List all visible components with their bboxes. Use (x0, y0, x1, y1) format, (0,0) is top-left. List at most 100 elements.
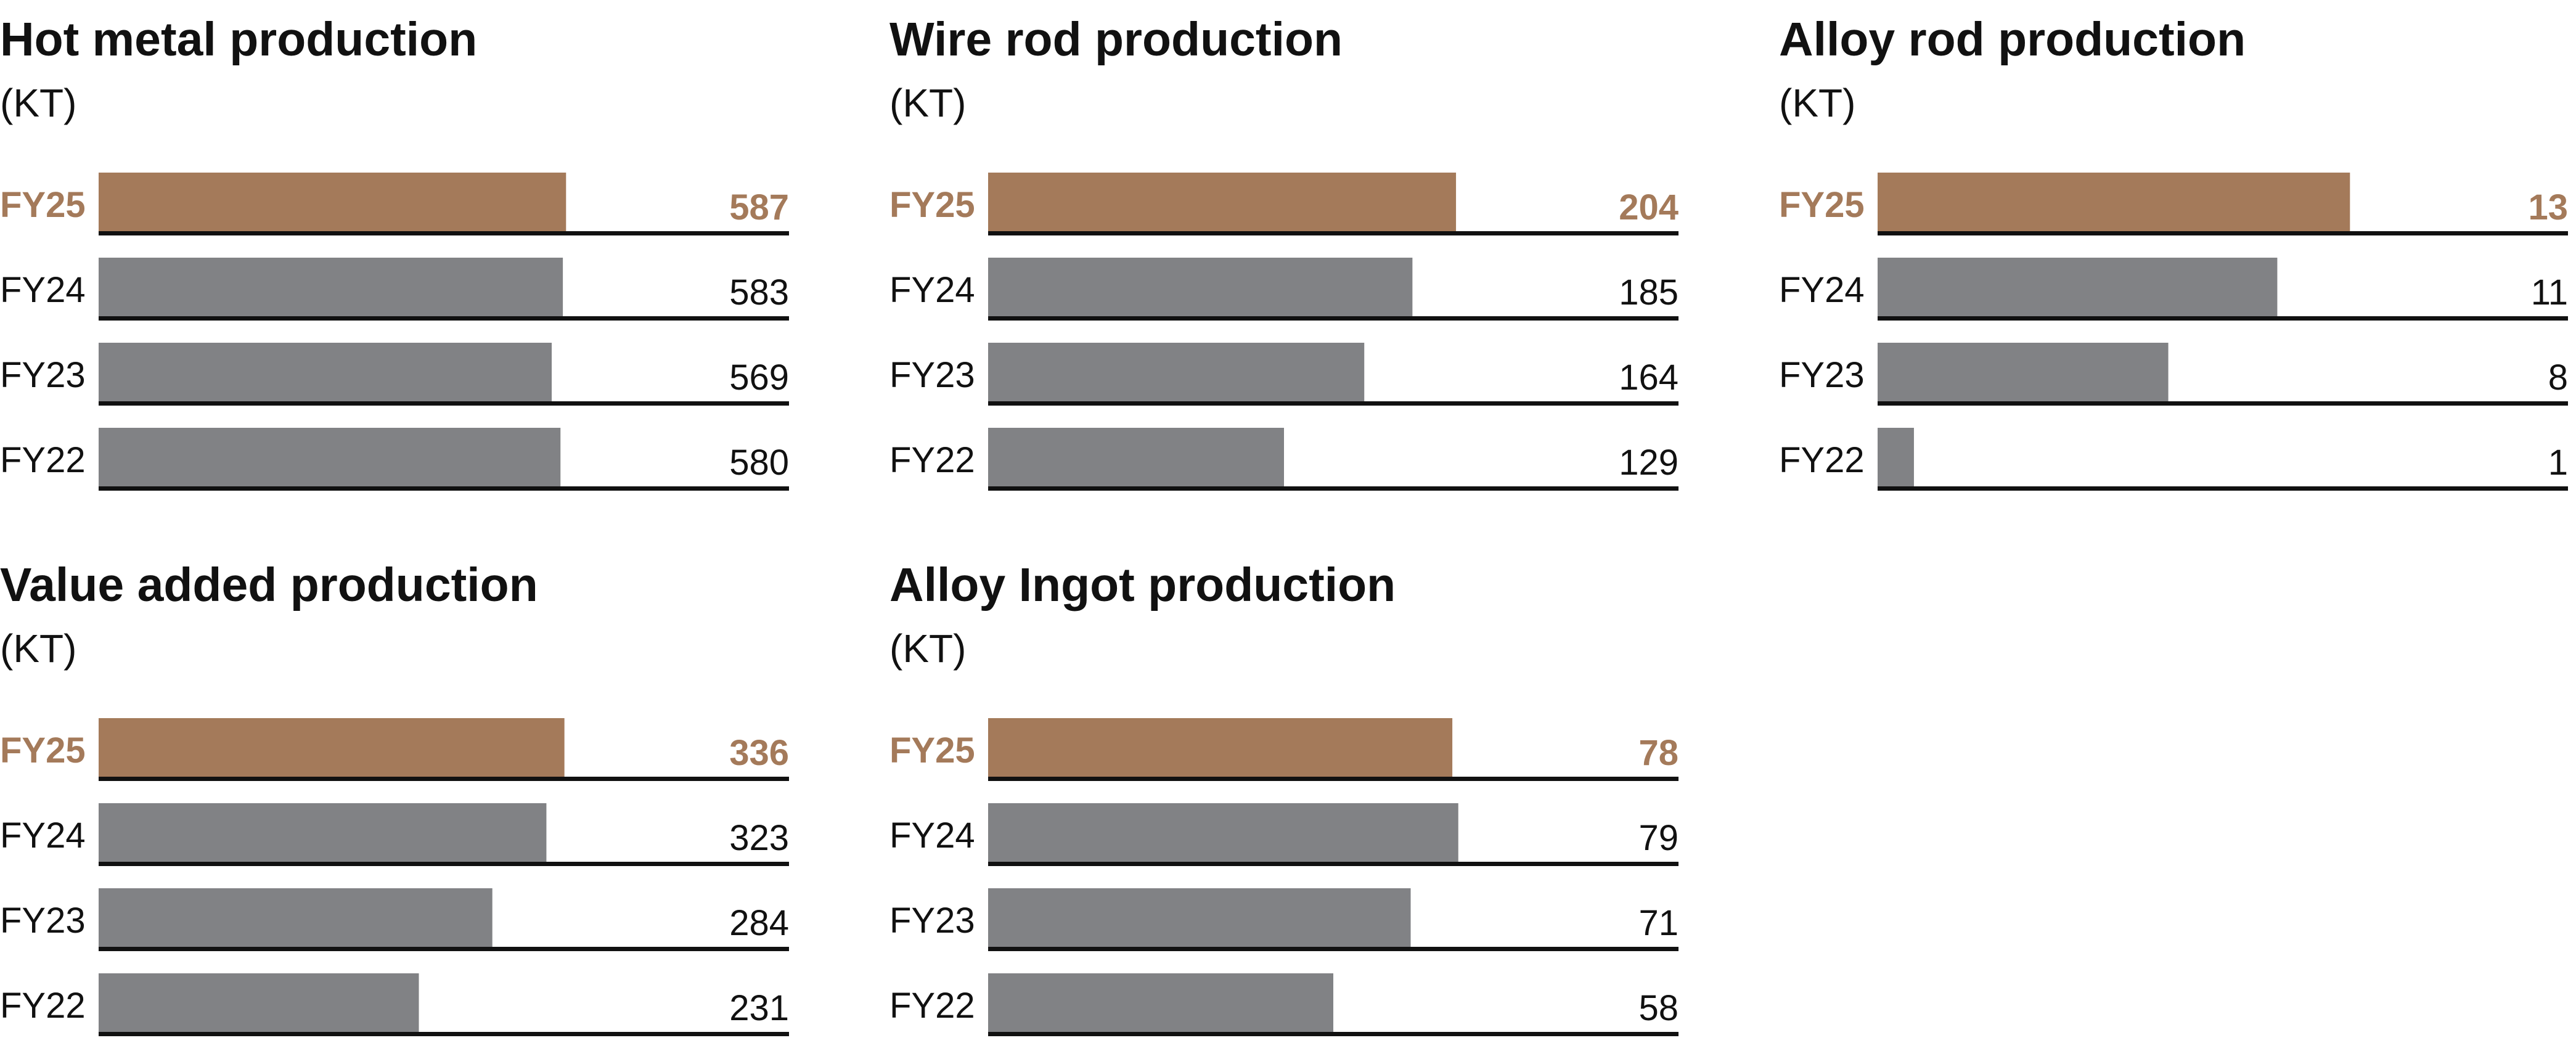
category-label: FY23 (0, 355, 86, 395)
bar-fy23 (99, 888, 493, 947)
value-label: 185 (1619, 272, 1678, 313)
bar-chart-alloy-ingot: FY25 78 FY24 79 FY23 71 FY22 58 (889, 718, 1678, 1036)
value-label: 284 (729, 903, 789, 943)
chart-panel-alloy-rod: Alloy rod production (KT) FY25 13 FY24 11 FY… (1779, 0, 2568, 493)
bar-fy24 (1878, 258, 2278, 316)
bar-fy24 (99, 803, 547, 862)
category-label: FY24 (0, 270, 86, 310)
value-label: 58 (1638, 988, 1678, 1028)
value-label: 11 (2531, 272, 2568, 313)
bar-fy24 (988, 258, 1413, 316)
row-baseline (99, 947, 789, 951)
row-baseline (99, 1032, 789, 1036)
category-label: FY24 (1779, 270, 1865, 310)
category-label: FY23 (889, 901, 975, 941)
value-label: 583 (729, 272, 789, 313)
value-label: 323 (729, 818, 789, 858)
value-label: 129 (1619, 443, 1678, 483)
value-label: 204 (1619, 187, 1678, 227)
row-baseline (99, 316, 789, 321)
bar-chart-value-added: FY25 336 FY24 323 FY23 284 FY22 231 (0, 718, 789, 1036)
bar-fy25 (1878, 173, 2350, 231)
bar-chart-wire-rod: FY25 204 FY24 185 FY23 164 FY22 129 (889, 173, 1678, 491)
value-label: 13 (2528, 187, 2568, 227)
value-label: 78 (1638, 733, 1678, 773)
value-label: 231 (729, 988, 789, 1028)
chart-title: Value added production (0, 558, 538, 611)
row-baseline (988, 777, 1678, 781)
value-label: 8 (2548, 358, 2568, 398)
row-baseline (988, 401, 1678, 406)
row-baseline (1878, 486, 2568, 491)
category-label: FY25 (0, 730, 86, 771)
row-baseline (988, 486, 1678, 491)
row-baseline (99, 862, 789, 866)
bar-fy22 (988, 428, 1284, 486)
bar-fy25 (99, 173, 566, 231)
row-baseline (988, 316, 1678, 321)
bar-fy25 (988, 718, 1453, 777)
category-label: FY23 (889, 355, 975, 395)
category-label: FY22 (889, 440, 975, 480)
row-baseline (99, 231, 789, 235)
chart-title: Alloy Ingot production (889, 558, 1396, 611)
category-label: FY22 (0, 986, 86, 1026)
row-baseline (99, 486, 789, 491)
row-baseline (99, 401, 789, 406)
category-label: FY24 (889, 816, 975, 856)
bar-fy24 (988, 803, 1458, 862)
chart-unit: (KT) (1779, 81, 1856, 125)
row-baseline (988, 231, 1678, 235)
row-baseline (988, 947, 1678, 951)
row-baseline (1878, 316, 2568, 321)
category-label: FY22 (889, 986, 975, 1026)
row-baseline (1878, 401, 2568, 406)
category-label: FY25 (0, 185, 86, 225)
row-baseline (1878, 231, 2568, 235)
row-baseline (988, 1032, 1678, 1036)
chart-panel-wire-rod: Wire rod production (KT) FY25 204 FY24 185 F… (889, 0, 1678, 493)
value-label: 587 (729, 187, 789, 227)
chart-unit: (KT) (889, 626, 967, 671)
value-label: 71 (1638, 903, 1678, 943)
value-label: 1 (2548, 443, 2568, 483)
bar-fy24 (99, 258, 563, 316)
category-label: FY23 (1779, 355, 1865, 395)
chart-title: Wire rod production (889, 13, 1343, 66)
bar-chart-alloy-rod: FY25 13 FY24 11 FY23 8 FY22 1 (1779, 173, 2568, 491)
chart-title: Hot metal production (0, 13, 478, 66)
chart-unit: (KT) (0, 81, 77, 125)
category-label: FY22 (0, 440, 86, 480)
value-label: 569 (729, 358, 789, 398)
chart-panel-alloy-ingot: Alloy Ingot production (KT) FY25 78 FY24 79… (889, 546, 1678, 1039)
bar-fy23 (99, 343, 552, 401)
value-label: 336 (729, 733, 789, 773)
bar-fy23 (988, 888, 1411, 947)
row-baseline (988, 862, 1678, 866)
category-label: FY23 (0, 901, 86, 941)
category-label: FY24 (0, 816, 86, 856)
category-label: FY25 (889, 730, 975, 771)
bar-fy22 (99, 973, 419, 1032)
chart-panel-hot-metal: Hot metal production (KT) FY25 587 FY24 583… (0, 0, 789, 493)
bar-fy22 (99, 428, 561, 486)
value-label: 580 (729, 443, 789, 483)
category-label: FY22 (1779, 440, 1865, 480)
chart-panel-value-added: Value added production (KT) FY25 336 FY24 3… (0, 546, 789, 1039)
value-label: 164 (1619, 358, 1678, 398)
row-baseline (99, 777, 789, 781)
bar-fy22 (1878, 428, 1914, 486)
bar-chart-hot-metal: FY25 587 FY24 583 FY23 569 FY22 580 (0, 173, 789, 491)
bar-fy25 (99, 718, 565, 777)
bar-fy22 (988, 973, 1333, 1032)
chart-unit: (KT) (0, 626, 77, 671)
bar-fy23 (988, 343, 1365, 401)
category-label: FY25 (889, 185, 975, 225)
chart-unit: (KT) (889, 81, 967, 125)
category-label: FY25 (1779, 185, 1865, 225)
bar-fy25 (988, 173, 1457, 231)
value-label: 79 (1638, 818, 1678, 858)
bar-fy23 (1878, 343, 2169, 401)
category-label: FY24 (889, 270, 975, 310)
chart-title: Alloy rod production (1779, 13, 2246, 66)
